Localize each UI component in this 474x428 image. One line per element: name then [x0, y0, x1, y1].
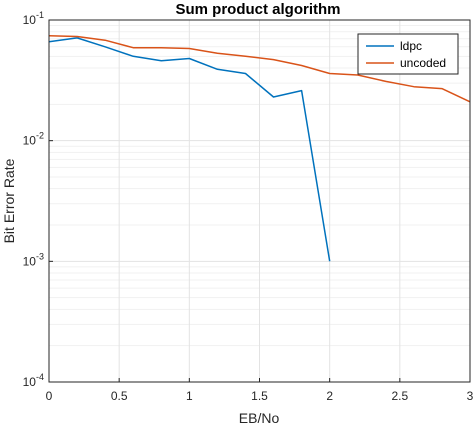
x-tick-label: 1.5: [251, 389, 268, 403]
x-tick-label: 1: [186, 389, 193, 403]
legend-label: uncoded: [400, 56, 446, 70]
series-line-uncoded: [48, 35, 471, 103]
x-tick-label: 0: [46, 389, 53, 403]
x-tick-label: 3: [467, 389, 474, 403]
axis-ticks: 0 0.5 1 1.5 2 2.5 3 10-1 10-2 10-3 10-4: [23, 10, 474, 403]
y-tick-label: 10-4: [23, 372, 44, 389]
chart-title: Sum product algorithm: [176, 1, 341, 18]
legend-box: [357, 33, 459, 75]
y-tick-label: 10-3: [23, 251, 44, 268]
y-tick-label: 10-1: [23, 10, 44, 27]
x-tick-label: 0.5: [111, 389, 128, 403]
x-tick-label: 2.5: [391, 389, 408, 403]
y-tick-label: 10-2: [23, 131, 44, 148]
series-line-ldpc: [48, 37, 331, 262]
legend-label: ldpc: [400, 39, 422, 53]
x-tick-label: 2: [326, 389, 333, 403]
series-layer: [48, 35, 471, 262]
x-axis-label: EB/No: [239, 410, 280, 426]
y-axis-label: Bit Error Rate: [1, 158, 17, 243]
legend: ldpc uncoded: [357, 33, 459, 75]
